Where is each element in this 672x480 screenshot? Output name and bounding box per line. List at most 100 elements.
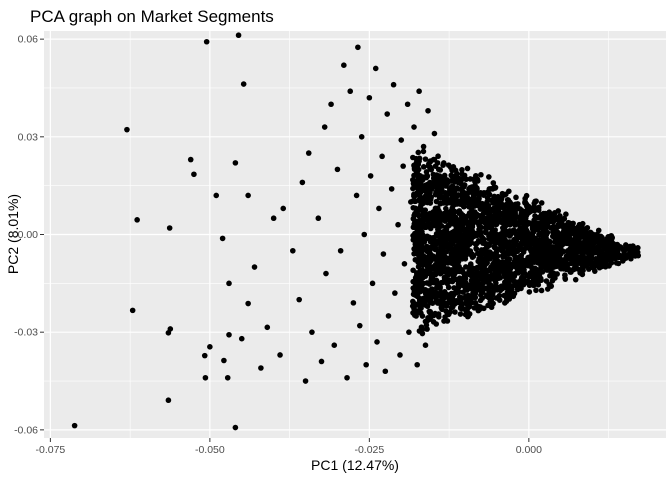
data-point [420, 301, 427, 307]
data-point [426, 188, 432, 194]
data-point [493, 253, 500, 259]
data-point [478, 233, 485, 239]
data-point [560, 241, 567, 247]
data-point [392, 290, 398, 296]
data-point [422, 342, 429, 349]
data-point [470, 253, 477, 260]
data-point [376, 205, 382, 212]
data-point [414, 184, 420, 191]
data-point [486, 280, 492, 287]
data-point [504, 279, 510, 286]
data-point [473, 274, 480, 281]
data-point [490, 284, 496, 291]
data-point [463, 264, 469, 270]
data-point [417, 204, 423, 211]
data-point [508, 210, 514, 216]
data-point [226, 331, 232, 338]
data-point [512, 270, 519, 277]
data-point [302, 378, 309, 384]
data-point [437, 190, 444, 197]
data-point [456, 176, 463, 182]
data-point [469, 229, 476, 235]
data-point [554, 271, 560, 277]
data-point [452, 309, 458, 315]
data-point [398, 137, 405, 143]
data-point [512, 201, 519, 208]
data-point [433, 189, 439, 196]
data-point [412, 220, 418, 227]
data-point [535, 220, 541, 226]
data-point [486, 209, 492, 215]
data-point [427, 158, 434, 165]
data-point [493, 258, 499, 265]
data-point [436, 194, 443, 201]
data-point [414, 180, 421, 186]
data-point [321, 124, 328, 130]
data-point [535, 250, 542, 257]
data-point [558, 265, 564, 271]
data-point [411, 124, 417, 130]
data-point [443, 183, 449, 189]
data-point [424, 223, 430, 230]
data-point [502, 267, 509, 273]
data-point [459, 167, 465, 173]
data-point [448, 253, 454, 260]
data-point [424, 270, 431, 277]
data-point [576, 266, 583, 273]
data-point [453, 262, 459, 268]
data-point [532, 213, 538, 219]
data-point [531, 200, 538, 207]
data-point [584, 256, 590, 263]
data-point [429, 180, 435, 186]
data-point [615, 260, 622, 267]
data-point [439, 302, 446, 309]
data-point [415, 263, 422, 270]
data-point [412, 278, 418, 284]
data-point [481, 305, 487, 312]
data-point [471, 294, 478, 301]
data-point [510, 250, 517, 256]
data-point [562, 272, 568, 278]
data-point [497, 211, 503, 217]
data-point [390, 81, 397, 88]
data-point [444, 177, 451, 184]
data-point [472, 209, 478, 215]
x-axis-ticks: -0.075 -0.050 -0.025 0.000 [35, 438, 542, 456]
data-point [401, 261, 408, 267]
data-point [456, 210, 463, 217]
data-point [486, 191, 493, 198]
data-point [438, 200, 444, 206]
data-point [471, 203, 478, 209]
data-point [501, 235, 507, 242]
data-point [519, 207, 525, 214]
data-point [555, 215, 562, 221]
data-point [422, 156, 429, 162]
data-point [425, 218, 431, 225]
data-point [482, 261, 489, 268]
data-point [501, 292, 507, 299]
data-point [522, 198, 528, 205]
data-point [417, 244, 424, 251]
data-point [475, 287, 482, 293]
data-point [543, 224, 550, 231]
data-point [554, 240, 561, 246]
data-point [500, 202, 507, 208]
data-point [463, 311, 470, 318]
data-point [491, 264, 498, 271]
data-point [555, 258, 561, 264]
data-point [564, 264, 570, 270]
data-point [491, 244, 498, 250]
y-tick-label: 0.00 [18, 229, 39, 241]
data-point [534, 277, 541, 284]
data-point [544, 258, 551, 265]
data-point [528, 231, 534, 238]
data-point [439, 212, 446, 219]
data-point [508, 206, 515, 212]
data-point [412, 256, 419, 263]
data-point [425, 107, 431, 114]
data-point [429, 214, 436, 221]
y-tick-label: 0.06 [18, 34, 39, 46]
data-point [620, 246, 627, 253]
data-point [464, 165, 471, 172]
data-point [507, 271, 513, 278]
